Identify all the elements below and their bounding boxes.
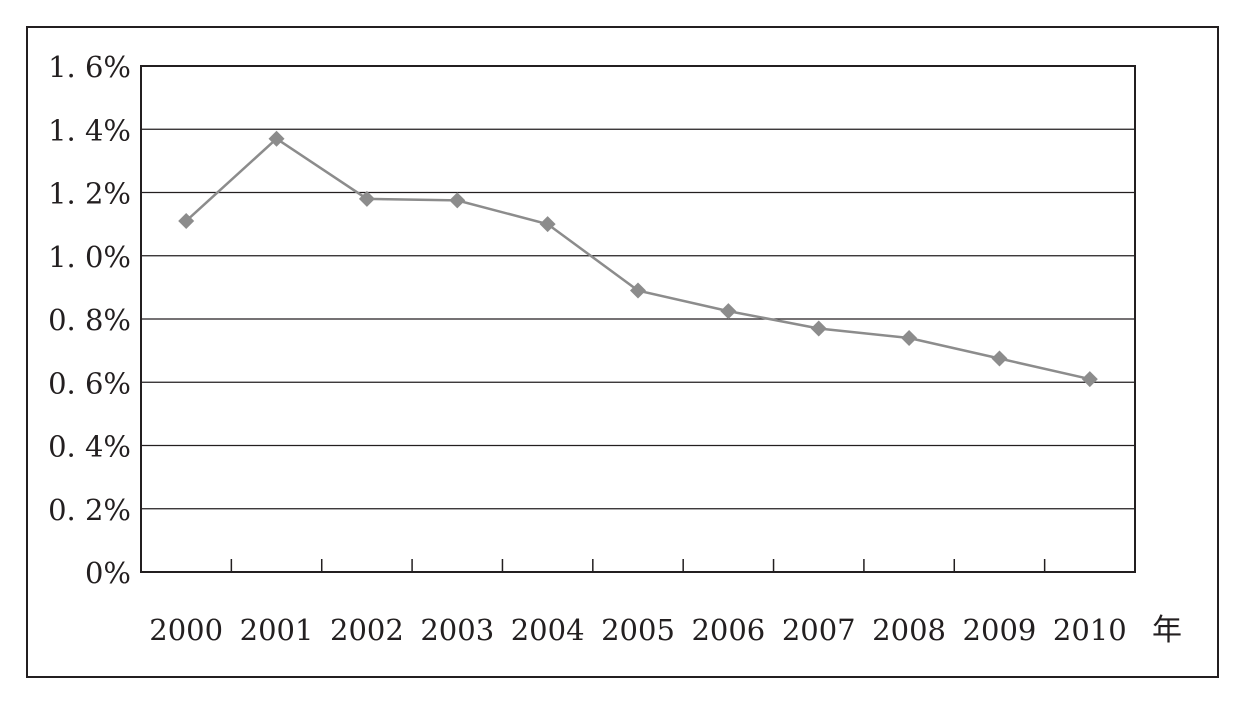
plot-area (140, 65, 1136, 573)
data-point-2001 (268, 130, 285, 147)
data-point-2006 (720, 303, 737, 320)
gridlines (141, 128, 1135, 510)
chart-frame (26, 26, 1219, 678)
x-tick-labels: 2000 2001 2002 2003 2004 2005 2006 2007 2008 2009… (149, 613, 1126, 647)
x-tick-marks (230, 559, 1046, 572)
y-tick-label-6: 1. 2% (48, 177, 131, 211)
x-tick-label-2007: 2007 (782, 613, 856, 647)
series (178, 130, 1098, 388)
x-tick-label-2004: 2004 (511, 613, 585, 647)
x-tick-label-2010: 2010 (1053, 613, 1127, 647)
data-point-2003 (449, 192, 466, 209)
data-point-2007 (810, 320, 827, 337)
data-point-2002 (358, 190, 375, 207)
y-tick-label-3: 0. 6% (48, 366, 131, 400)
x-tick-label-2006: 2006 (691, 613, 765, 647)
y-tick-label-0: 0% (85, 556, 131, 590)
y-tick-label-1: 0. 2% (48, 493, 131, 527)
y-tick-label-5: 1. 0% (48, 240, 131, 274)
y-tick-label-2: 0. 4% (48, 430, 131, 464)
series-line-0 (185, 137, 1091, 381)
x-tick-label-2000: 2000 (149, 613, 223, 647)
x-tick-label-2001: 2001 (240, 613, 314, 647)
data-point-2009 (991, 350, 1008, 367)
x-tick-label-2002: 2002 (330, 613, 404, 647)
data-point-2000 (178, 212, 195, 229)
y-tick-labels: 0% 0. 2% 0. 4% 0. 6% 0. 8% 1. 0% 1. 2% 1. 4% 1. … (48, 50, 131, 590)
data-point-2004 (539, 216, 556, 233)
data-point-2005 (630, 282, 646, 299)
data-point-2008 (901, 329, 918, 346)
x-tick-label-2003: 2003 (420, 613, 494, 647)
x-axis-unit-label: 年 (1152, 613, 1182, 648)
y-tick-label-4: 0. 8% (48, 303, 131, 337)
x-tick-label-2008: 2008 (872, 613, 946, 647)
x-tick-label-2005: 2005 (601, 613, 675, 647)
y-tick-label-8: 1. 6% (48, 50, 131, 84)
data-point-2010 (1081, 371, 1098, 388)
x-tick-label-2009: 2009 (963, 613, 1037, 647)
y-tick-label-7: 1. 4% (48, 113, 131, 147)
